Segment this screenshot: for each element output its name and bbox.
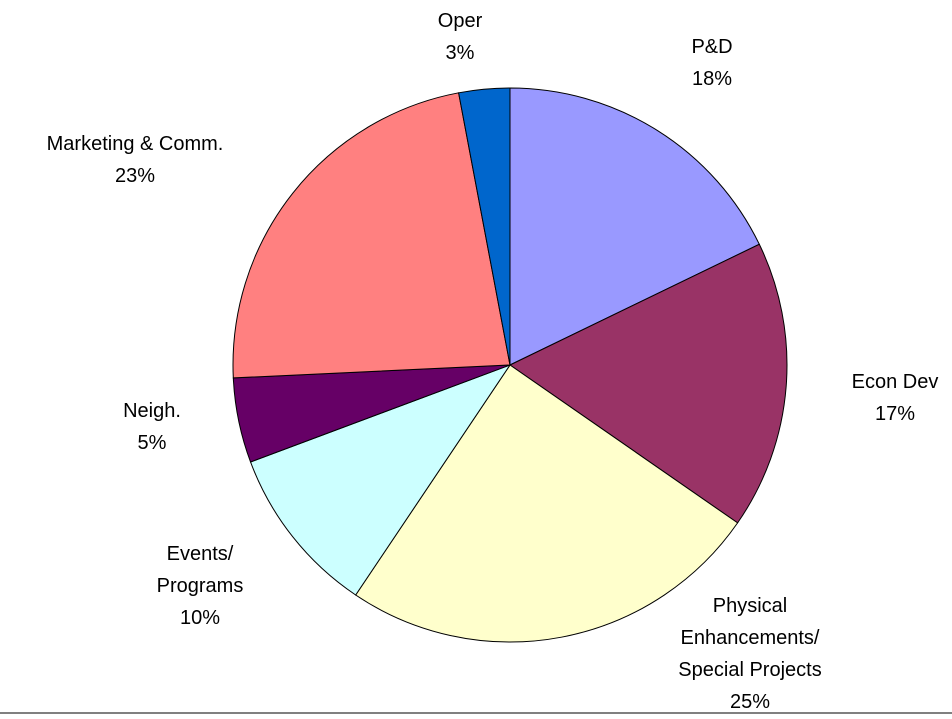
value-label: 10%: [180, 607, 220, 629]
slice-label: Physical Enhancements/Special Projects: [678, 595, 821, 681]
slice-label: Marketing & Comm.: [47, 133, 224, 155]
slice-label: P&D: [691, 36, 732, 58]
pie-slice: [458, 87, 511, 366]
value-label: 25%: [730, 691, 770, 713]
value-label: 3%: [446, 42, 475, 64]
slice-label: Oper: [438, 10, 483, 32]
pie-slice: [354, 364, 739, 643]
value-label: 18%: [692, 68, 732, 90]
slice-label: Neigh.: [123, 400, 181, 422]
value-label: 5%: [138, 432, 167, 454]
pie-slice: [509, 87, 760, 366]
pie-slice: [249, 363, 512, 596]
pie-slice: [509, 243, 788, 524]
pie-slice: [232, 92, 511, 379]
slice-label: Events/Programs: [157, 543, 244, 597]
value-label: 23%: [115, 165, 155, 187]
slice-label: Econ Dev: [852, 371, 939, 393]
value-label: 17%: [875, 403, 915, 425]
